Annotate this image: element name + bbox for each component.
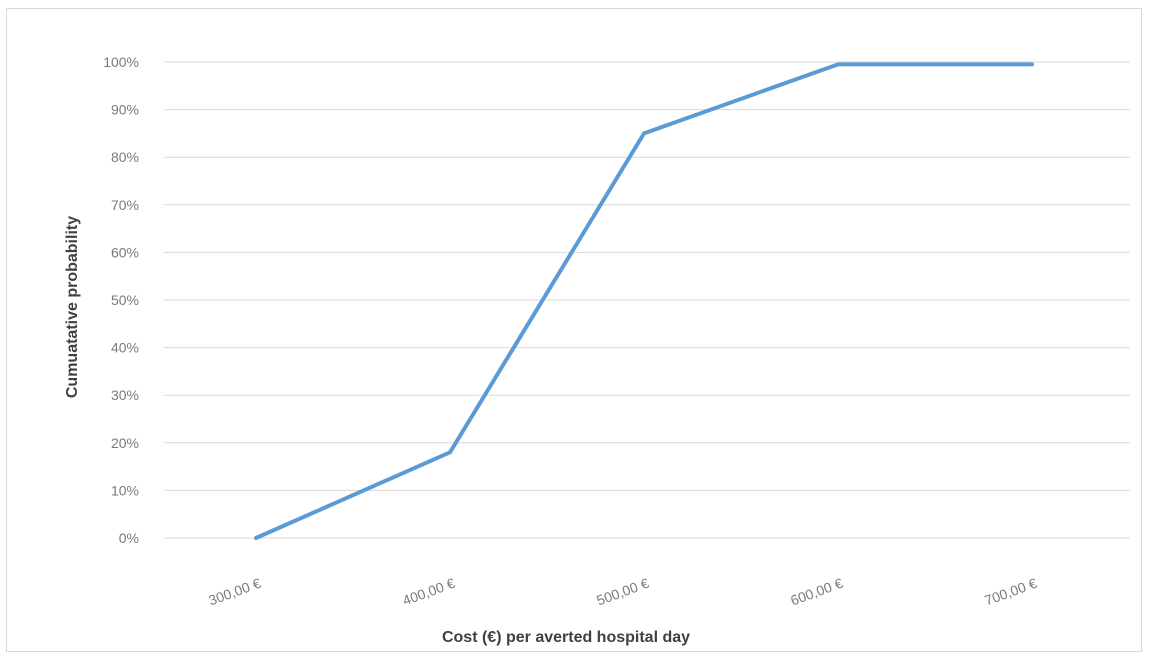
chart-frame: 0% 10% 20% 30% 40% 50% 60% 70% 80% 90% 100% 300,00…: [6, 8, 1142, 652]
x-tick-label: 400,00 €: [400, 575, 457, 609]
y-tick-label: 40%: [111, 340, 139, 356]
y-tick-label: 50%: [111, 292, 139, 308]
y-tick-label: 0%: [119, 530, 139, 546]
y-tick-label: 20%: [111, 435, 139, 451]
y-tick-label: 60%: [111, 244, 139, 260]
x-tick-label: 700,00 €: [982, 575, 1039, 609]
y-tick-label: 30%: [111, 387, 139, 403]
x-tick-label: 300,00 €: [206, 575, 263, 609]
series-layer: [254, 62, 1034, 540]
y-tick-label: 100%: [103, 54, 139, 70]
chart-plot: 0% 10% 20% 30% 40% 50% 60% 70% 80% 90% 100% 300,00…: [64, 54, 1130, 646]
x-axis-title: Cost (€) per averted hospital day: [442, 629, 690, 646]
y-axis-title: Cumuatative probability: [64, 216, 81, 398]
y-tick-label: 70%: [111, 197, 139, 213]
x-tick-label: 600,00 €: [788, 575, 845, 609]
gridlines: [164, 61, 1130, 539]
x-axis-ticks: 300,00 € 400,00 € 500,00 € 600,00 € 700,00 €: [206, 575, 1039, 609]
y-tick-label: 90%: [111, 102, 139, 118]
y-tick-label: 10%: [111, 482, 139, 498]
y-axis-ticks: 0% 10% 20% 30% 40% 50% 60% 70% 80% 90% 100%: [103, 54, 139, 546]
y-tick-label: 80%: [111, 149, 139, 165]
series-line: [254, 62, 1034, 540]
x-tick-label: 500,00 €: [594, 575, 651, 609]
